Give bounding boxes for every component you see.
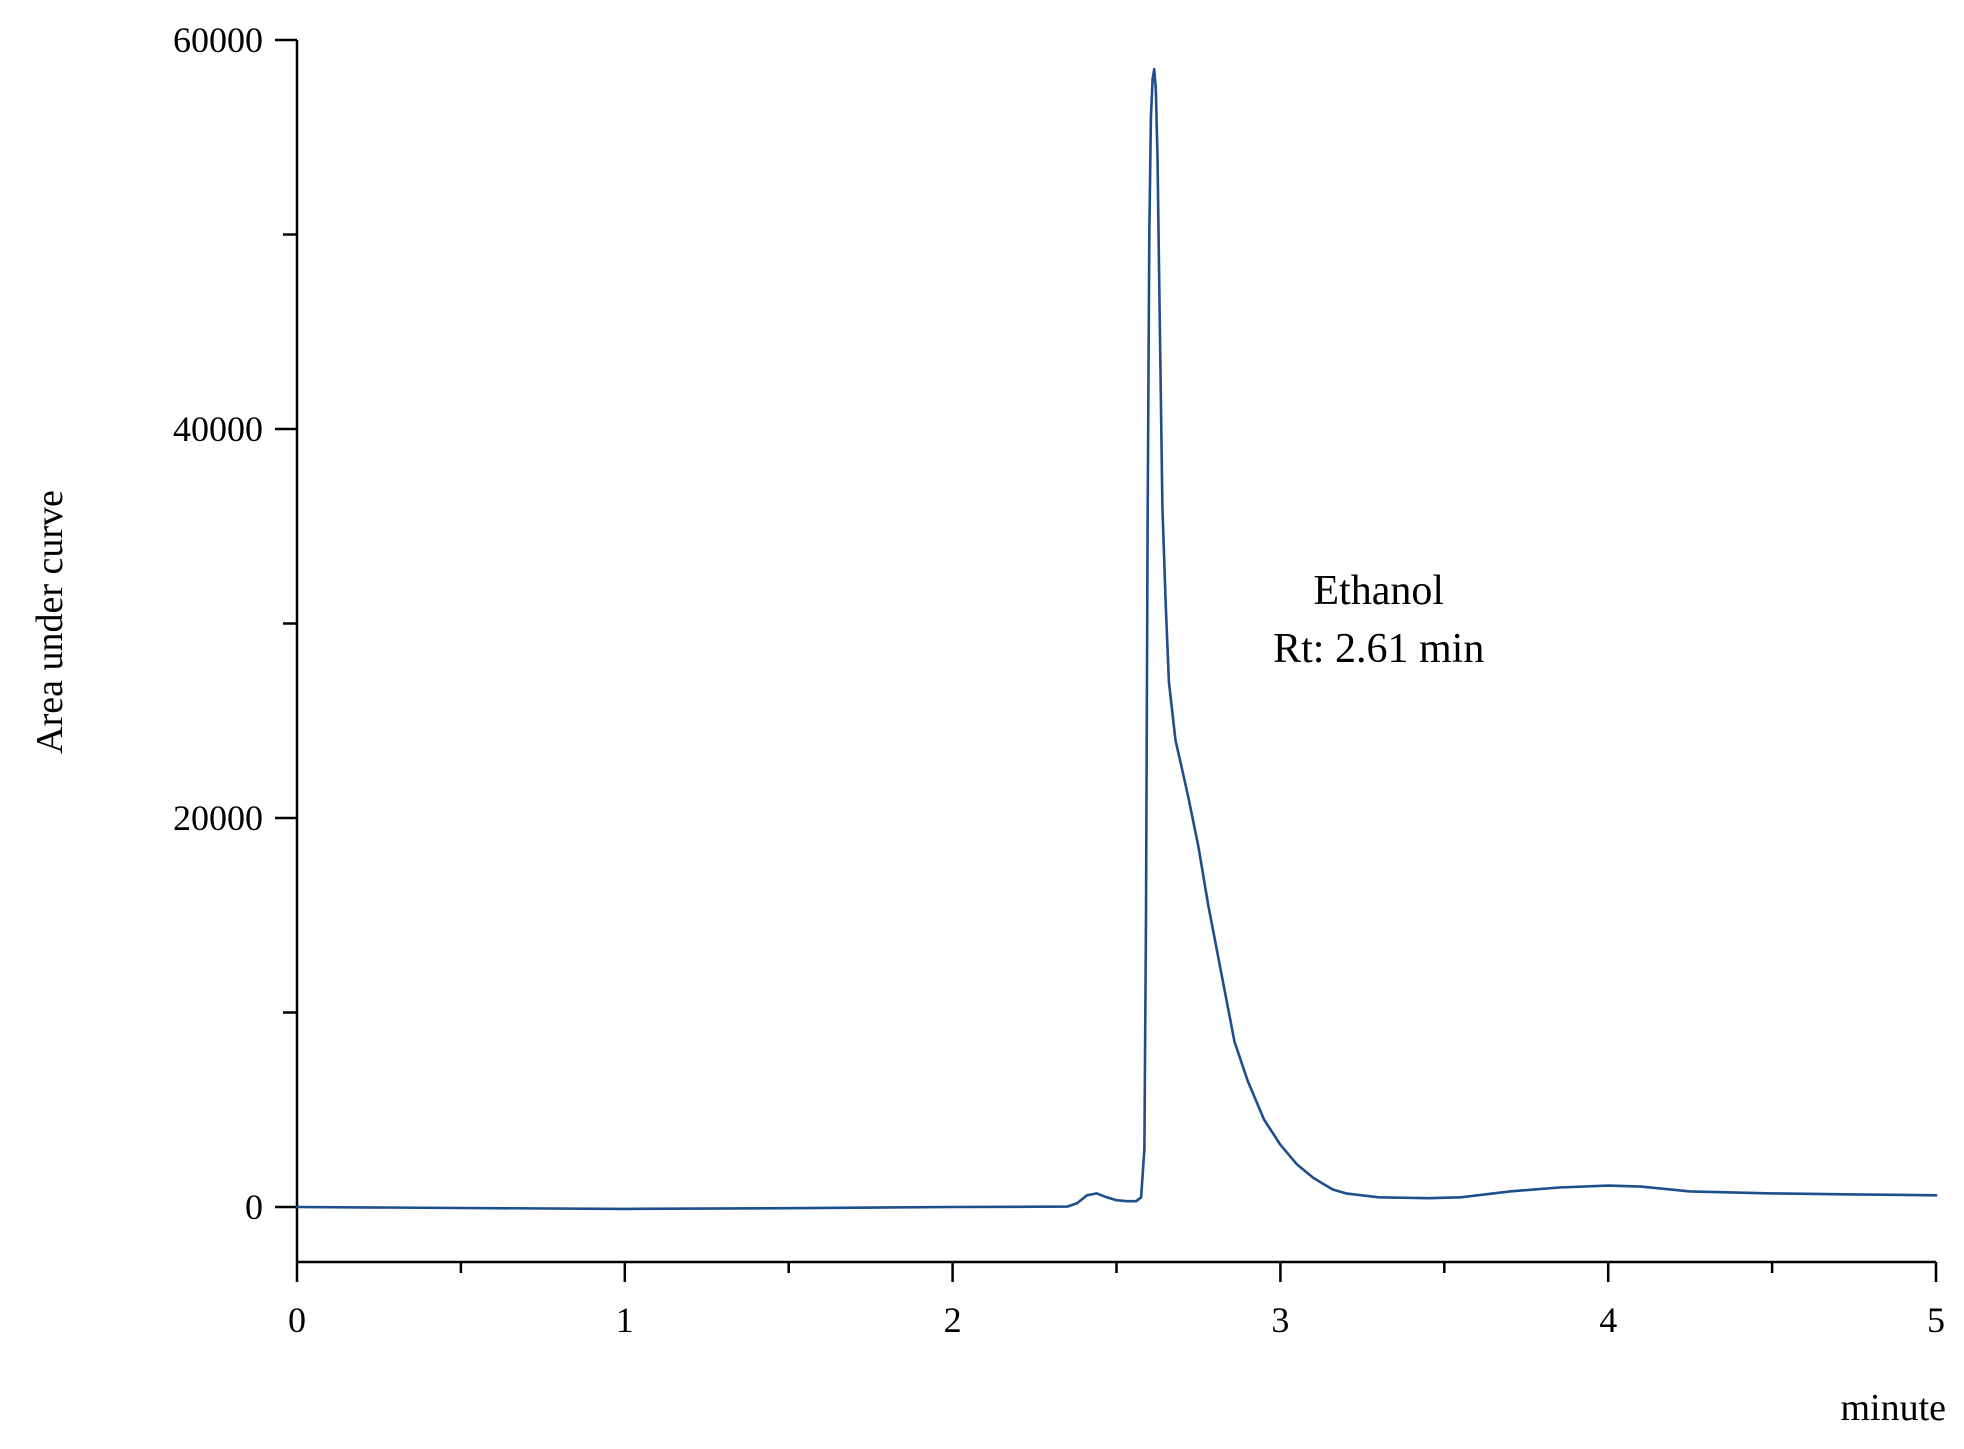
- x-tick-label: 2: [944, 1300, 962, 1340]
- annotations: Ethanol Rt: 2.61 min: [1273, 568, 1484, 672]
- series-line: [295, 67, 1938, 1211]
- axes: [295, 40, 1936, 1264]
- x-tick-label: 3: [1271, 1300, 1289, 1340]
- x-tick-label: 0: [288, 1300, 306, 1340]
- x-tick-label: 5: [1927, 1300, 1945, 1340]
- y-tick-label: 20000: [173, 798, 263, 838]
- x-axis-title: minute: [1840, 1387, 1946, 1429]
- y-tick-label: 40000: [173, 409, 263, 449]
- peak-label-name: Ethanol: [1313, 568, 1444, 614]
- peak-label-rt: Rt: 2.61 min: [1273, 626, 1484, 672]
- y-tick-label: 60000: [173, 20, 263, 60]
- y-axis-title: Area under curve: [29, 490, 71, 754]
- y-tick-label: 0: [245, 1187, 263, 1227]
- x-tick-label: 1: [616, 1300, 634, 1340]
- series: [295, 67, 1938, 1211]
- ticks: 0 1 2 3 4 5 0 20000 40000 60000: [173, 20, 1945, 1340]
- x-tick-label: 4: [1599, 1300, 1617, 1340]
